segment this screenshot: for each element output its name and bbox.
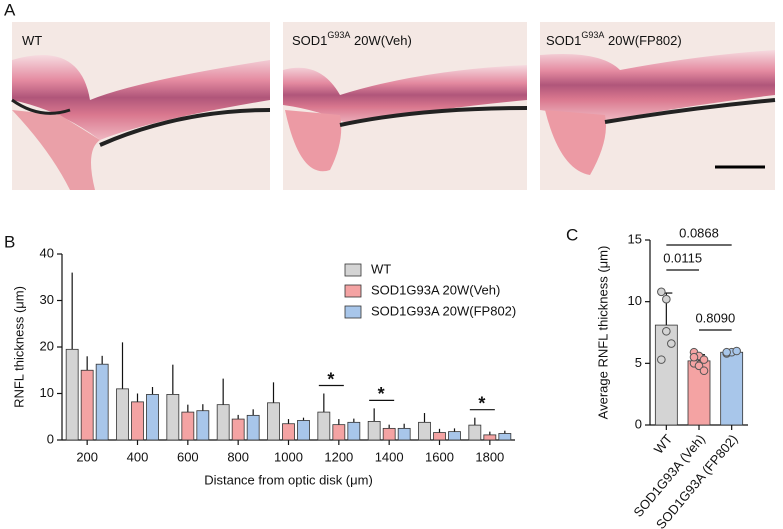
panel-label: C — [566, 225, 578, 244]
legend-label: SOD1G93A 20W(Veh) — [371, 282, 500, 297]
bar — [498, 433, 512, 441]
y-tick-label: 20 — [40, 338, 54, 353]
bar — [131, 401, 144, 441]
bar — [297, 420, 310, 441]
x-tick-label: 600 — [177, 449, 199, 464]
annotation: * — [327, 369, 334, 389]
bar — [720, 351, 744, 426]
bar — [231, 418, 245, 441]
retina-images — [11, 22, 776, 190]
data-point — [657, 355, 666, 364]
label-base: WT — [22, 33, 42, 48]
data-point — [662, 326, 671, 336]
bar — [332, 424, 346, 441]
bar — [483, 434, 497, 441]
x-tick-label: 1000 — [274, 449, 303, 464]
comparison-label: 0.0868 — [679, 225, 719, 240]
y-tick-label: 10 — [628, 293, 642, 308]
image-label: WT — [22, 33, 42, 48]
label-sup: G93A — [327, 30, 350, 40]
x-tick-label: WT — [651, 431, 676, 456]
x-axis-label: Distance from optic disk (μm) — [204, 472, 373, 487]
bar — [196, 410, 210, 441]
bar — [246, 414, 260, 441]
data-point — [689, 352, 699, 362]
bar — [418, 421, 431, 441]
x-tick-label: 1800 — [475, 449, 504, 464]
bar — [95, 363, 109, 441]
y-axis-label: Average RNFL thickness (μm) — [595, 246, 610, 420]
y-axis-label: RNFL thickness (μm) — [11, 286, 26, 408]
bar — [448, 431, 461, 441]
legend-label: SOD1G93A 20W(FP802) — [371, 303, 516, 318]
bar — [146, 394, 159, 441]
image-label: SOD1G93A 20W(Veh) — [292, 30, 412, 48]
bar — [216, 404, 230, 441]
data-point — [667, 339, 676, 348]
data-point — [657, 287, 666, 297]
y-tick-label: 10 — [40, 385, 54, 400]
label-sup: G93A — [581, 30, 604, 40]
bar — [317, 411, 331, 441]
y-tick-label: 30 — [40, 292, 54, 307]
legend-swatch — [344, 284, 362, 298]
x-tick-label: 200 — [76, 449, 98, 464]
x-tick-label: 1400 — [375, 449, 404, 464]
annotation: * — [378, 384, 385, 404]
annotation: * — [478, 393, 485, 413]
label-base: SOD1 — [292, 33, 327, 48]
bar — [267, 402, 280, 441]
y-tick-label: 0 — [635, 416, 642, 431]
panel-label: A — [4, 0, 16, 19]
y-tick-label: 5 — [635, 355, 642, 370]
image-veh — [283, 22, 528, 190]
comparison-label: 0.0115 — [663, 250, 702, 265]
bar — [166, 394, 180, 441]
bar — [468, 424, 482, 441]
image-wt — [11, 22, 271, 190]
y-tick-label: 15 — [628, 231, 642, 246]
x-tick-label: 400 — [127, 449, 149, 464]
bar — [282, 423, 295, 441]
bar — [382, 427, 396, 441]
bar — [433, 432, 446, 441]
legend-swatch — [344, 263, 362, 277]
data-point — [694, 361, 704, 371]
y-tick-label: 0 — [47, 431, 54, 446]
bar — [80, 369, 94, 441]
data-point — [699, 355, 709, 364]
data-point — [699, 366, 709, 376]
data-point — [722, 347, 731, 357]
y-tick-label: 40 — [40, 245, 54, 260]
bar — [367, 420, 381, 441]
x-tick-label: 1200 — [324, 449, 353, 464]
bar — [397, 427, 411, 441]
panel-label: B — [4, 232, 15, 251]
bar — [181, 411, 195, 441]
x-tick-label: 1600 — [425, 449, 454, 464]
image-label: SOD1G93A 20W(FP802) — [546, 30, 682, 48]
comparison-label: 0.8090 — [695, 310, 735, 325]
bar — [654, 324, 678, 426]
bar — [65, 348, 79, 441]
bar — [347, 421, 361, 441]
legend-swatch — [344, 305, 362, 319]
label-rest: 20W(Veh) — [350, 33, 411, 48]
label-rest: 20W(FP802) — [604, 33, 681, 48]
image-fp802 — [540, 22, 776, 190]
label-base: SOD1 — [546, 33, 581, 48]
legend-label: WT — [371, 261, 391, 276]
x-tick-label: 800 — [227, 449, 249, 464]
data-point — [662, 294, 671, 304]
data-point — [732, 346, 741, 356]
bar — [116, 388, 129, 441]
